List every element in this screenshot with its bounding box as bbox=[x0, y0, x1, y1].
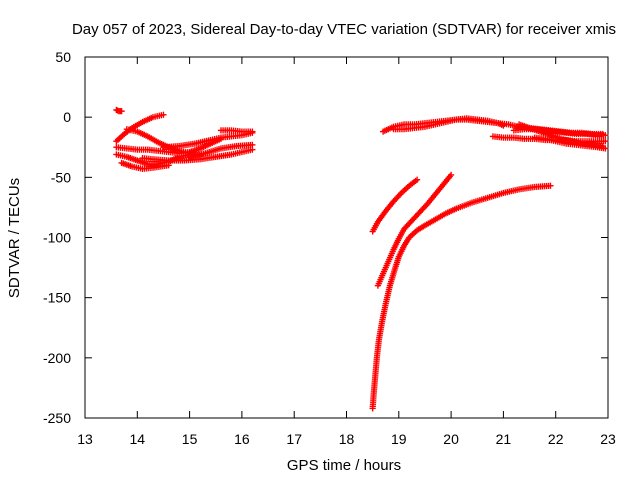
y-tick-label: -150 bbox=[43, 290, 71, 306]
x-tick-label: 23 bbox=[600, 431, 616, 447]
x-tick-label: 17 bbox=[286, 431, 302, 447]
y-tick-label: -50 bbox=[51, 169, 71, 185]
y-tick-label: 50 bbox=[55, 49, 71, 65]
chart-title: Day 057 of 2023, Sidereal Day-to-day VTE… bbox=[72, 21, 616, 38]
data-point bbox=[448, 171, 455, 179]
data-point bbox=[547, 182, 554, 189]
axis-ticks: 13 14 15 16 17 18 19 20 21 22 23 50 0 -50 -100 -150 -200… bbox=[43, 49, 616, 447]
x-tick-label: 13 bbox=[77, 431, 93, 447]
plot-axes bbox=[84, 56, 609, 419]
y-axis-label: SDTVAR / TECUs bbox=[6, 178, 23, 298]
data-point bbox=[249, 128, 256, 135]
y-tick-label: -250 bbox=[43, 410, 71, 426]
y-tick-label: -200 bbox=[43, 350, 71, 366]
data-point bbox=[602, 138, 609, 145]
y-tick-label: -100 bbox=[43, 230, 71, 246]
data-point bbox=[602, 145, 609, 152]
x-axis-label: GPS time / hours bbox=[287, 457, 401, 474]
data-point bbox=[414, 176, 421, 183]
x-tick-label: 18 bbox=[339, 431, 355, 447]
data-point bbox=[118, 108, 125, 115]
x-tick-label: 20 bbox=[443, 431, 459, 447]
data-points bbox=[113, 106, 609, 412]
data-point bbox=[602, 132, 609, 139]
data-point bbox=[249, 141, 256, 148]
x-tick-label: 14 bbox=[130, 431, 146, 447]
x-tick-label: 21 bbox=[496, 431, 512, 447]
x-tick-label: 19 bbox=[391, 431, 407, 447]
x-tick-label: 15 bbox=[182, 431, 198, 447]
data-point bbox=[160, 111, 167, 118]
data-point bbox=[500, 122, 507, 129]
plot-frame bbox=[84, 56, 609, 419]
x-tick-label: 16 bbox=[234, 431, 250, 447]
x-tick-label: 22 bbox=[548, 431, 564, 447]
y-tick-label: 0 bbox=[63, 109, 71, 125]
